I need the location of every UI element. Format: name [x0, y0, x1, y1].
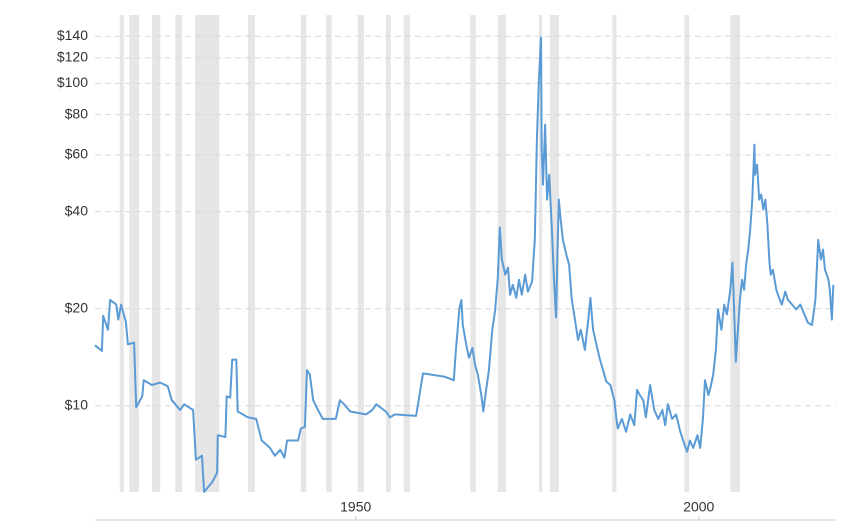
recession-band [326, 15, 332, 492]
recession-band [549, 15, 559, 492]
recession-band [612, 15, 617, 492]
y-tick-label: $80 [65, 105, 89, 121]
y-tick-label: $10 [65, 396, 89, 412]
recession-band [403, 15, 410, 492]
y-tick-label: $100 [57, 74, 88, 90]
plot [94, 36, 835, 493]
recession-band [385, 15, 391, 492]
y-tick-label: $60 [65, 146, 89, 162]
recession-band [300, 15, 307, 492]
grid: $10 $20 $40 $60 $80 $100 $120 $140 1950 2000 [57, 27, 836, 520]
recession-band [151, 15, 161, 492]
y-tick-label: $20 [65, 299, 89, 315]
recession-band [684, 15, 690, 492]
price-line [94, 36, 835, 493]
recession-band [248, 15, 255, 492]
y-tick-label: $140 [57, 27, 88, 43]
x-tick-label: 2000 [683, 499, 714, 515]
recession-bands [119, 15, 740, 492]
recession-band [357, 15, 364, 492]
recession-band [175, 15, 183, 492]
recession-band [470, 15, 476, 492]
recession-band [195, 15, 220, 492]
recession-band [730, 15, 740, 492]
y-tick-label: $120 [57, 49, 88, 65]
recession-band [538, 15, 543, 492]
recession-band [129, 15, 139, 492]
recession-band [119, 15, 124, 492]
x-tick-label: 1950 [340, 499, 371, 515]
y-tick-label: $40 [65, 202, 89, 218]
